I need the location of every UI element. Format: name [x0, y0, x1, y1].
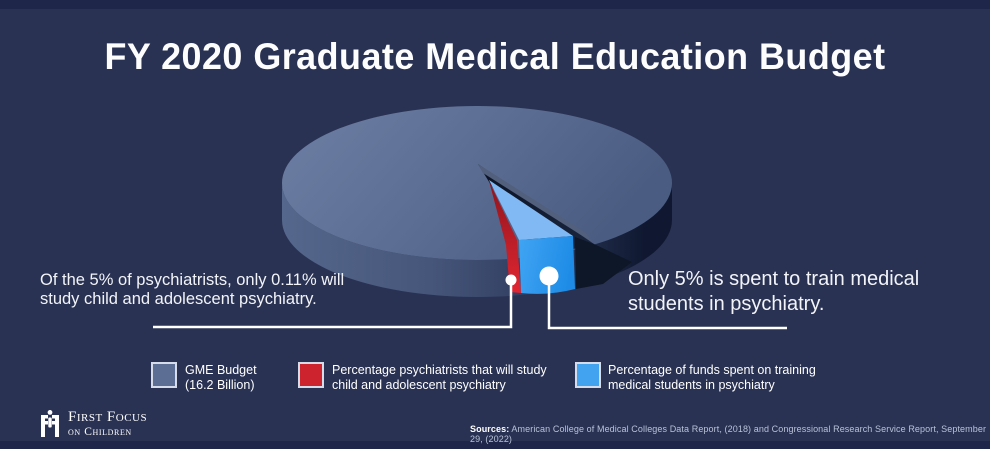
pie-notch-wall: [478, 164, 592, 242]
legend-swatch-blue: [575, 362, 601, 388]
callout-line-left: [153, 283, 513, 329]
top-border-strip: [0, 0, 990, 9]
annotation-right: Only 5% is spent to train medical studen…: [628, 267, 919, 317]
legend-item-red: Percentage psychiatrists that will study…: [298, 362, 547, 393]
first-focus-logo-icon: [41, 410, 59, 437]
pie-side: [282, 183, 672, 297]
logo-text: First Focus on Children: [68, 408, 148, 438]
annotation-left: Of the 5% of psychiatrists, only 0.11% w…: [40, 271, 344, 309]
pie-slice-red: [489, 181, 521, 293]
legend-label-blue: Percentage of funds spent on training me…: [608, 363, 816, 392]
annotation-right-line2: students in psychiatry.: [628, 293, 825, 315]
sources-text: American College of Medical Colleges Dat…: [470, 424, 987, 444]
legend-swatch-red: [298, 362, 324, 388]
callout-dot-blue: [539, 266, 559, 286]
pie-slice-blue-front: [519, 236, 575, 294]
pie-slice-blue-top: [489, 180, 573, 240]
legend-label-red: Percentage psychiatrists that will study…: [332, 363, 547, 392]
pie-top: [282, 106, 672, 260]
legend-item-gme: GME Budget (16.2 Billion): [151, 362, 257, 393]
annotation-left-line1: Of the 5% of psychiatrists, only 0.11% w…: [40, 271, 345, 289]
legend-label-gme: GME Budget (16.2 Billion): [185, 363, 257, 392]
callout-dot-red: [505, 274, 517, 286]
legend-item-blue: Percentage of funds spent on training me…: [575, 362, 816, 393]
annotation-left-line2: study child and adolescent psychiatry.: [40, 290, 317, 308]
annotation-right-line1: Only 5% is spent to train medical: [628, 268, 920, 290]
sources-label: Sources:: [470, 424, 510, 434]
logo: First Focus on Children: [38, 409, 147, 439]
bottom-border-strip: [0, 441, 990, 449]
page-title: FY 2020 Graduate Medical Education Budge…: [104, 36, 886, 77]
pie-cut-face-shadow: [575, 237, 632, 289]
legend-swatch-gme: [151, 362, 177, 388]
callout-line-right: [547, 284, 787, 330]
sources-line: Sources: American College of Medical Col…: [470, 424, 990, 444]
